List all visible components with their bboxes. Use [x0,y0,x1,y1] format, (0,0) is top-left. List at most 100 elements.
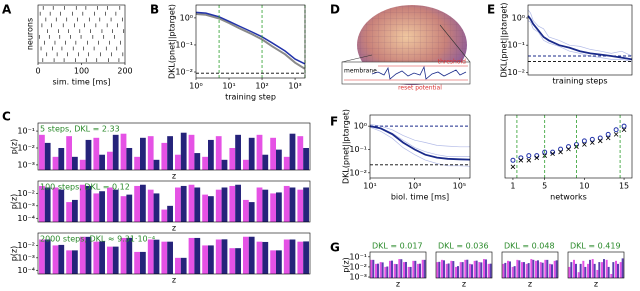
bar [530,259,533,278]
point [566,146,571,152]
bar [134,185,140,222]
bar [579,263,582,278]
panel-label: C [2,110,11,124]
bar [461,262,464,278]
y-tick-label: 10⁻² [17,143,35,152]
bar [161,142,168,170]
x-axis-label: z [594,280,598,289]
bar [180,185,187,222]
point [589,136,595,142]
bar [475,260,478,278]
line-series [369,123,470,148]
bar [256,134,263,170]
bar [39,134,45,170]
x-tick-label: 100 [74,67,89,76]
bar [175,257,181,274]
axes-frame [37,4,126,64]
bar [485,259,487,278]
bar [393,263,396,278]
bar [283,185,290,222]
axes-frame [504,114,633,179]
y-axis-label: p(z) [342,257,351,273]
bar [596,269,599,278]
zoom-line [341,54,373,63]
bar [66,136,72,170]
bar [573,259,575,278]
annotation: DKL = 0.036 [438,242,489,251]
x-axis-label: z [172,172,176,181]
panel-label: E [487,3,495,17]
panel-label: D [330,3,340,17]
bar [436,262,439,278]
bar [575,263,577,278]
bar [215,136,222,170]
bar [483,259,485,278]
bar [243,199,249,222]
bar [532,259,535,278]
bar [297,241,304,274]
bar [134,156,140,170]
bar [147,136,154,170]
y-tick-label: 10⁰ [180,13,193,22]
panel-label: G [330,241,340,255]
bar [120,196,127,222]
bar [375,263,377,278]
bar [379,262,382,278]
membrane-label: membrane [344,68,377,75]
bar [66,250,72,274]
bar [66,202,72,222]
line-series [195,11,306,65]
bar [289,239,296,274]
panel-label: B [150,3,159,17]
bar [58,147,65,170]
line-series [195,13,306,70]
bar [99,241,105,274]
annotation: 5 steps, DKL = 2.33 [40,125,120,134]
point [550,151,555,157]
bar [112,189,119,222]
bar [221,187,228,222]
bar [188,134,195,170]
bar [256,241,263,274]
point [621,127,627,133]
bar [194,187,201,222]
bar [248,202,255,222]
x-tick-label: 15 [619,182,629,191]
bar [553,260,556,278]
y-tick-label: 10⁻¹ [349,252,367,261]
bar [610,273,613,278]
axes-frame [37,180,311,223]
line-series [369,125,471,161]
y-tick-label: 10⁻² [507,68,525,77]
zoom-line [439,24,471,63]
point [510,157,516,163]
annotation: 2000 steps, DKL ≈ 9.31·10⁻⁴ [40,235,155,244]
bar [471,264,473,278]
bar [615,260,617,278]
y-tick-label: 10⁻¹ [175,40,193,49]
bar [221,239,228,274]
bar [513,266,516,278]
bar [39,239,45,274]
point [605,131,611,137]
x-axis-label: z [462,280,466,289]
bar [587,263,589,278]
axes-frame [527,4,633,76]
point [605,135,611,141]
point [534,155,540,161]
bar [85,139,92,170]
bar [303,147,309,170]
bar [445,263,448,278]
bar [398,259,401,278]
bar [303,187,309,222]
bar [469,263,471,278]
bar [153,193,160,222]
bar [400,259,403,278]
bar [262,241,269,274]
bar [621,258,624,278]
bar [180,132,187,170]
bar [134,251,140,274]
bar [215,239,222,274]
bar [447,263,450,278]
